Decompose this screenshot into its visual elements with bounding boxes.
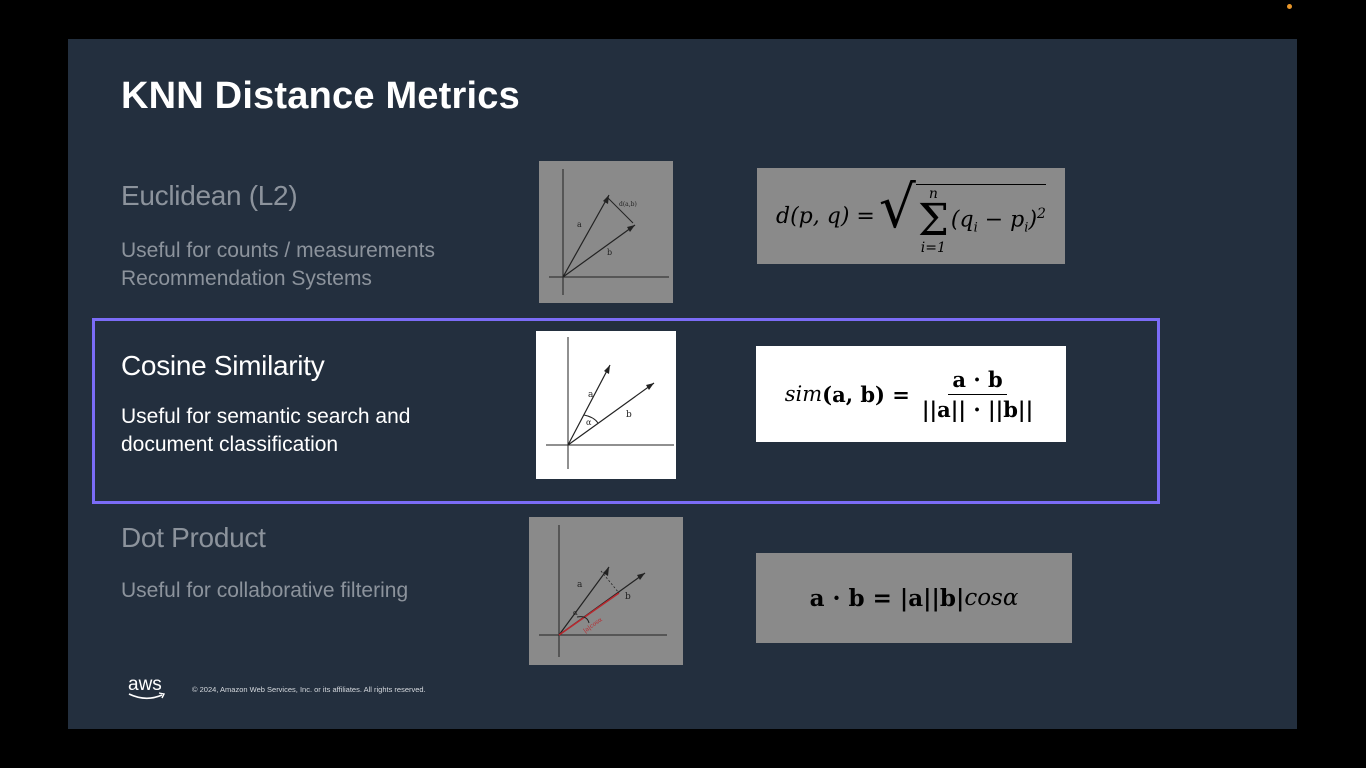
- aws-logo: aws: [128, 675, 166, 700]
- cosine-diagram: a b α: [536, 331, 676, 479]
- cosine-desc-line-1: Useful for semantic search and: [121, 405, 411, 428]
- slide-title: KNN Distance Metrics: [121, 75, 520, 117]
- cosine-numerator: a · b: [948, 367, 1007, 395]
- cosine-fraction: a · b ||a|| · ||b||: [918, 367, 1037, 422]
- euclidean-description: Useful for counts / measurements Recomme…: [121, 237, 435, 293]
- aws-smile-icon: [128, 692, 166, 700]
- recording-indicator-icon: [1287, 4, 1292, 9]
- euclidean-diagram: a b d(a,b): [539, 161, 673, 303]
- dot-formula-lhs: a · b = |a||b|: [809, 584, 965, 612]
- dot-label-angle: α: [573, 609, 578, 617]
- cosine-label-angle: α: [586, 418, 592, 427]
- dot-product-description: Useful for collaborative filtering: [121, 577, 408, 605]
- aws-logo-text: aws: [128, 674, 162, 695]
- euclidean-formula-lhs: d(p, q) =: [776, 203, 875, 229]
- euclidean-desc-line-1: Useful for counts / measurements: [121, 239, 435, 262]
- dot-label-projection: |a|cosα: [582, 616, 604, 634]
- cosine-denominator: ||a|| · ||b||: [921, 396, 1034, 422]
- dot-product-formula: a · b = |a||b| cosα: [756, 553, 1072, 643]
- summation-symbol: n Σ i=1: [917, 185, 949, 256]
- dot-product-diagram: a b α |a|cosα: [529, 517, 683, 665]
- cosine-label-b: b: [626, 410, 632, 420]
- dot-formula-cos: cosα: [964, 585, 1019, 611]
- cosine-formula-sim: sim: [784, 382, 823, 406]
- cosine-formula: sim (a, b) = a · b ||a|| · ||b||: [756, 346, 1066, 442]
- presentation-slide: KNN Distance Metrics Euclidean (L2) Usef…: [68, 39, 1297, 729]
- dot-product-heading: Dot Product: [121, 522, 266, 553]
- euclidean-label-a: a: [577, 220, 582, 229]
- cosine-description: Useful for semantic search and document …: [121, 403, 410, 459]
- cosine-heading: Cosine Similarity: [121, 350, 325, 381]
- dot-label-a: a: [577, 580, 583, 590]
- active-metric-highlight: [92, 318, 1160, 504]
- sqrt-symbol: √ n Σ i=1 (qi − pi)2: [878, 172, 1046, 256]
- cosine-formula-args: (a, b) =: [822, 381, 910, 407]
- cosine-label-a: a: [588, 390, 594, 400]
- euclidean-label-distance: d(a,b): [619, 201, 637, 208]
- cosine-desc-line-2: document classification: [121, 433, 339, 456]
- euclidean-heading: Euclidean (L2): [121, 180, 298, 211]
- euclidean-label-b: b: [607, 248, 612, 257]
- copyright-notice: © 2024, Amazon Web Services, Inc. or its…: [192, 685, 426, 694]
- dot-label-b: b: [625, 592, 631, 602]
- euclidean-formula: d(p, q) = √ n Σ i=1 (qi − pi)2: [757, 168, 1065, 264]
- dot-product-desc-line-1: Useful for collaborative filtering: [121, 579, 409, 602]
- euclidean-desc-line-2: Recommendation Systems: [121, 267, 372, 290]
